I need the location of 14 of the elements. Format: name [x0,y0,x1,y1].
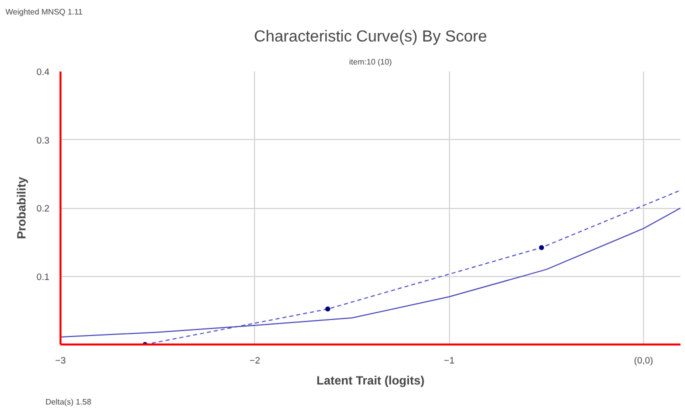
x-tick-label: −1 [444,356,455,366]
y-tick-label: 0.3 [36,135,50,146]
y-axis-title: Probability [14,176,29,240]
chart-subtitle: item:10 (10) [349,58,392,66]
chart-title: Characteristic Curve(s) By Score [254,28,488,46]
x-tick-label: (0,0) [634,356,654,366]
y-tick-label: 0.1 [36,272,50,282]
x-tick-label: −3 [55,356,66,366]
y-tick-label: 0.2 [36,204,50,214]
text: Weighted MNSQ 1.11 [6,8,84,16]
y-tick-label: 0.4 [36,67,50,77]
x-axis-title: Latent Trait (logits) [316,374,425,388]
x-tick-label: −2 [250,356,260,366]
text: Delta(s) 1.58 [46,398,92,406]
